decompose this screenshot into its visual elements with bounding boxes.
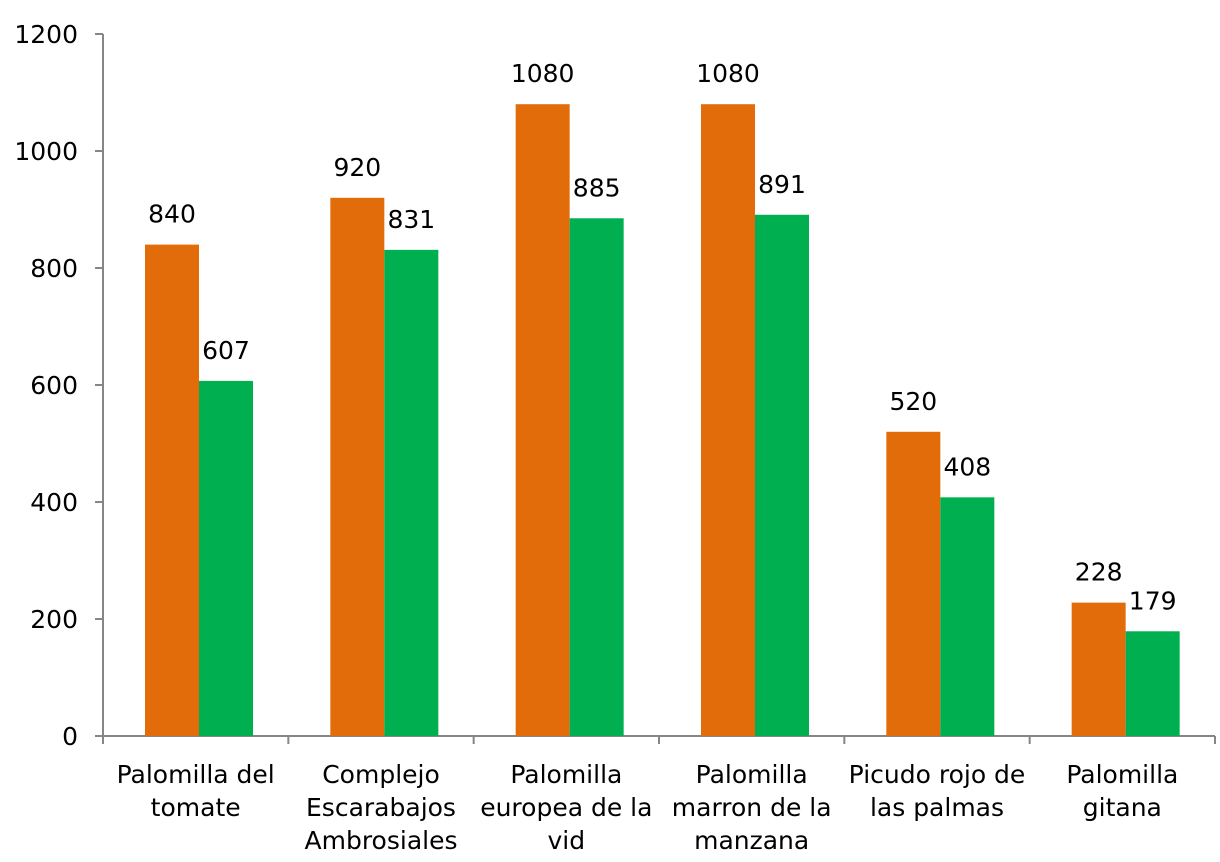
data-label: 179 bbox=[1129, 586, 1177, 615]
category-label: Palomilla gitana bbox=[1066, 760, 1178, 822]
y-tick-label: 600 bbox=[30, 371, 78, 400]
category-label: Palomilla marron de la manzana bbox=[672, 760, 832, 855]
data-label: 831 bbox=[387, 205, 435, 234]
data-label: 520 bbox=[889, 387, 937, 416]
bar-series-2 bbox=[569, 218, 624, 736]
y-tick-label: 0 bbox=[62, 722, 78, 751]
data-label: 228 bbox=[1075, 558, 1123, 587]
bar-series-1 bbox=[701, 104, 755, 736]
y-tick-label: 1000 bbox=[14, 137, 78, 166]
labels: 0 200 400 600 800 1000 1200 840 607 Palomilla del… bbox=[14, 20, 1178, 855]
y-tick-label: 1200 bbox=[14, 20, 78, 49]
data-label: 1080 bbox=[696, 59, 760, 88]
bar-series-1 bbox=[515, 104, 570, 736]
data-label: 607 bbox=[202, 336, 250, 365]
axis-ticks bbox=[95, 33, 1216, 744]
data-label: 891 bbox=[758, 170, 806, 199]
bar-series-1 bbox=[330, 197, 385, 737]
y-tick-label: 800 bbox=[30, 254, 78, 283]
bar-series-1 bbox=[1071, 602, 1126, 736]
data-label: 840 bbox=[148, 200, 196, 229]
bar-series-1 bbox=[145, 244, 199, 736]
bar-series-2 bbox=[384, 249, 439, 737]
data-label: 408 bbox=[943, 452, 991, 481]
data-label: 1080 bbox=[511, 59, 575, 88]
category-label: Palomilla europea de la vid bbox=[480, 760, 652, 855]
data-label: 920 bbox=[333, 153, 381, 182]
category-label: Complejo Escarabajos Ambrosiales bbox=[305, 760, 458, 855]
data-label: 885 bbox=[573, 173, 621, 202]
bar-series-2 bbox=[1125, 631, 1180, 736]
category-label: Picudo rojo de las palmas bbox=[849, 760, 1026, 822]
y-tick-label: 400 bbox=[30, 488, 78, 517]
bars bbox=[145, 104, 1180, 737]
bar-series-1 bbox=[886, 431, 941, 736]
y-tick-label: 200 bbox=[30, 605, 78, 634]
bar-series-2 bbox=[940, 497, 995, 736]
bar-series-2 bbox=[199, 380, 253, 736]
bar-series-2 bbox=[755, 214, 809, 736]
category-label: Palomilla del tomate bbox=[117, 760, 275, 822]
